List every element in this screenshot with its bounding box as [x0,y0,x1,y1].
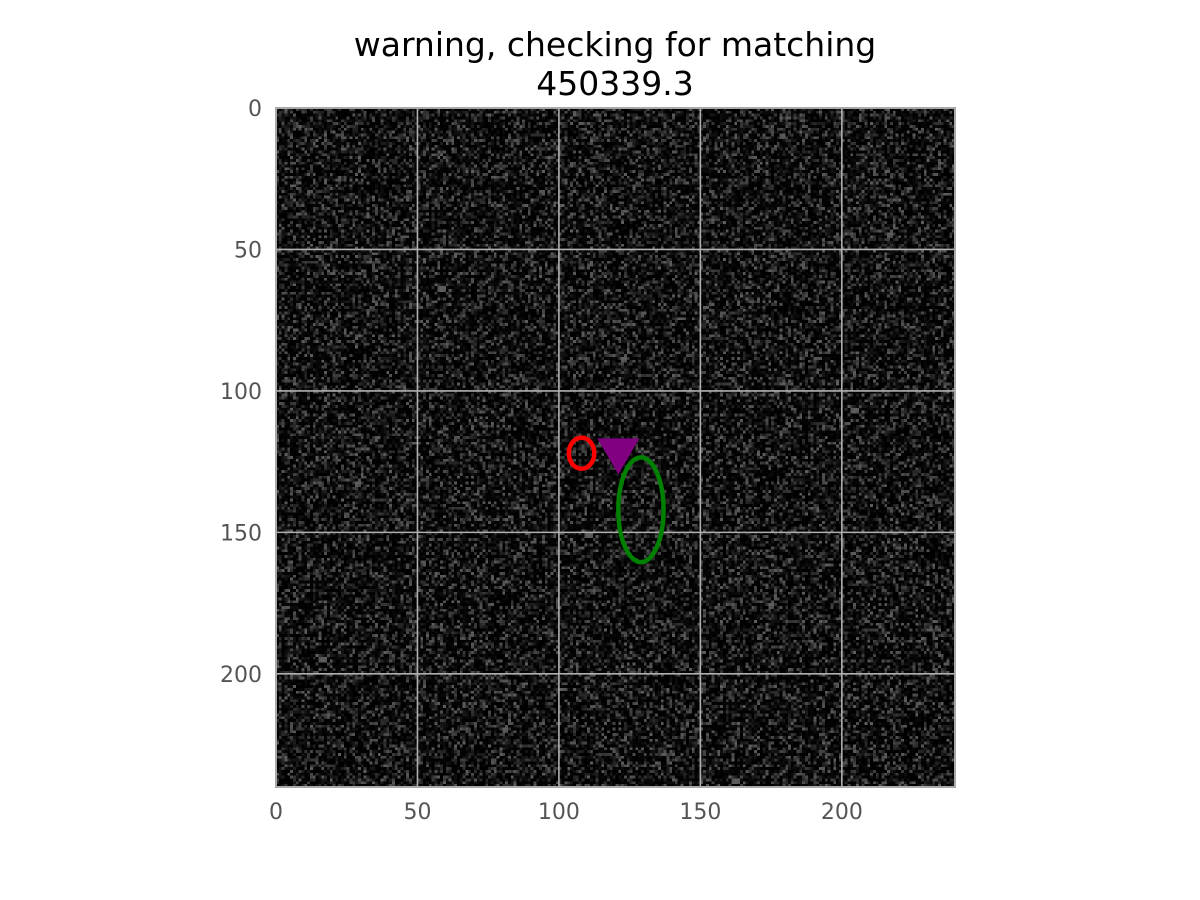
x-tick-label: 100 [538,800,580,825]
y-tick-label: 50 [234,238,262,263]
y-tick-label: 200 [220,663,262,688]
plot-frame [275,107,956,788]
y-tick-label: 0 [248,97,262,122]
purple-triangle-marker [597,438,640,475]
red-circle-marker [566,435,597,471]
markers [566,435,666,565]
x-tick-label: 0 [269,800,283,825]
y-tick-label: 100 [220,380,262,405]
grid-lines [275,107,955,787]
x-ticks: 0 50 100 150 200 [269,800,863,825]
y-ticks: 0 50 100 150 200 [220,97,262,688]
chart-title-line-1: warning, checking for matching [353,25,877,64]
y-tick-label: 150 [220,521,262,546]
plot-area [275,107,956,788]
green-ellipse-marker [616,455,666,565]
x-tick-label: 200 [821,800,863,825]
x-tick-label: 50 [403,800,431,825]
chart-title-line-2: 450339.3 [536,64,694,103]
x-tick-label: 150 [679,800,721,825]
